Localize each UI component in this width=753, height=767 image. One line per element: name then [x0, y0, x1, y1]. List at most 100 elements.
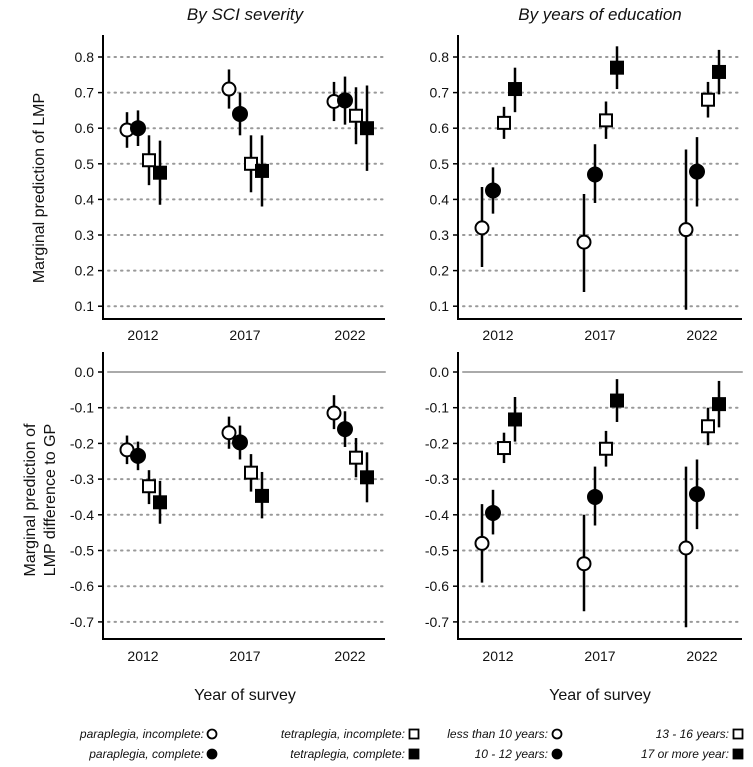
point-open-square [142, 479, 156, 494]
point-open-square [349, 108, 363, 123]
legend-label: paraplegia, incomplete: [79, 727, 204, 741]
legend-label: paraplegia, complete: [88, 747, 204, 761]
point-filled-square [712, 64, 726, 79]
point-filled-circle [485, 182, 501, 199]
point-open-circle [678, 222, 694, 238]
panel-top-right: 0.1 0.2 0.3 0.4 0.5 0.6 0.7 0.8 2012 2017 2022 [430, 35, 743, 343]
x-tick-label: 2012 [127, 327, 158, 343]
x-tick-label: 2012 [127, 648, 158, 664]
point-open-square [497, 441, 511, 456]
y-tick-label: 0.6 [75, 120, 95, 136]
y-tick-label: -0.4 [425, 507, 449, 523]
y-tick-label: 0.1 [430, 298, 450, 314]
point-filled-square [153, 495, 167, 510]
point-filled-circle [337, 421, 353, 438]
y-tick-label: -0.2 [70, 435, 94, 451]
point-filled-square [153, 165, 167, 180]
point-filled-square [610, 393, 624, 408]
y-tick-label: 0.7 [430, 85, 450, 101]
ylabel-top: Marginal prediction of LMP [31, 93, 48, 283]
x-tick-label: 2012 [482, 327, 513, 343]
x-tick-label: 2022 [334, 648, 365, 664]
point-filled-square [508, 412, 522, 427]
point-filled-circle [130, 120, 146, 137]
legend-marker-open-square [732, 728, 744, 740]
y-tick-label: 0.1 [75, 298, 95, 314]
xlabel-right: Year of survey [549, 687, 651, 704]
point-filled-circle [587, 488, 603, 505]
point-open-square [244, 156, 258, 171]
title-left: By SCI severity [187, 5, 305, 24]
legend-label: 10 - 12 years: [475, 747, 548, 761]
y-tick-label: -0.3 [70, 471, 94, 487]
y-tick-label: -0.7 [425, 614, 449, 630]
x-tick-label: 2017 [229, 327, 260, 343]
point-open-circle [326, 405, 342, 421]
y-tick-label: -0.1 [425, 400, 449, 416]
y-tick-label: -0.5 [70, 543, 94, 559]
title-right: By years of education [518, 5, 681, 24]
point-open-circle [576, 234, 592, 250]
y-tick-label: 0.3 [75, 227, 95, 243]
point-open-square [599, 113, 613, 128]
point-filled-square [712, 397, 726, 412]
point-open-circle [678, 540, 694, 556]
panel-bottom-left: 0.0 -0.1 -0.2 -0.3 -0.4 -0.5 -0.6 -0.7 2012 2017 2… [70, 352, 386, 664]
point-open-circle [474, 220, 490, 236]
point-filled-circle [130, 447, 146, 464]
y-tick-label: 0.0 [75, 364, 95, 380]
axes [102, 352, 385, 640]
point-open-square [701, 419, 715, 434]
x-tick-label: 2017 [584, 648, 615, 664]
y-tick-label: -0.6 [425, 578, 449, 594]
point-filled-circle [337, 92, 353, 109]
point-filled-circle [485, 505, 501, 522]
x-tick-label: 2017 [229, 648, 260, 664]
y-tick-label: 0.8 [430, 49, 450, 65]
y-tick-label: 0.8 [75, 49, 95, 65]
legend-label: 13 - 16 years: [656, 727, 729, 741]
point-open-square [142, 153, 156, 168]
x-tick-label: 2022 [686, 648, 717, 664]
x-tick-label: 2012 [482, 648, 513, 664]
y-tick-label: -0.2 [425, 435, 449, 451]
point-open-circle [221, 81, 237, 97]
y-tick-label: 0.5 [430, 156, 450, 172]
point-filled-circle [232, 434, 248, 451]
legend-label: tetraplegia, incomplete: [281, 727, 405, 741]
axes [457, 352, 742, 640]
y-tick-label: 0.4 [430, 191, 450, 207]
legend-marker-filled-square [732, 748, 744, 760]
y-tick-label: 0.4 [75, 191, 95, 207]
ylabel-bottom: Marginal prediction of LMP difference to … [22, 423, 59, 577]
y-tick-label: 0.0 [430, 364, 450, 380]
legend-label: tetraplegia, complete: [290, 747, 405, 761]
y-tick-label: 0.3 [430, 227, 450, 243]
x-tick-label: 2022 [686, 327, 717, 343]
legend-marker-filled-square [408, 748, 420, 760]
y-tick-label: -0.4 [70, 507, 94, 523]
axes [457, 35, 742, 320]
xlabel-left: Year of survey [194, 687, 296, 704]
x-tick-label: 2022 [334, 327, 365, 343]
legend-marker-open-circle [206, 728, 218, 740]
y-tick-label: 0.6 [430, 120, 450, 136]
y-tick-label: -0.3 [425, 471, 449, 487]
panel-bottom-right: 0.0 -0.1 -0.2 -0.3 -0.4 -0.5 -0.6 -0.7 2012 2017 2… [425, 352, 743, 664]
legend-marker-open-square [408, 728, 420, 740]
y-tick-label: -0.7 [70, 614, 94, 630]
y-tick-label: -0.6 [70, 578, 94, 594]
point-filled-square [508, 82, 522, 97]
y-tick-label: 0.2 [430, 263, 450, 279]
legend-label: 17 or more year: [641, 747, 729, 761]
y-tick-label: -0.5 [425, 543, 449, 559]
point-open-circle [221, 425, 237, 441]
panel-top-left: 0.1 0.2 0.3 0.4 0.5 0.6 0.7 0.8 2012 2017 2022 [75, 35, 386, 343]
legends: paraplegia, incomplete: paraplegia, compl… [79, 727, 744, 761]
point-filled-circle [232, 105, 248, 122]
point-open-square [497, 115, 511, 130]
x-tick-label: 2017 [584, 327, 615, 343]
point-open-circle [576, 556, 592, 572]
point-filled-circle [689, 486, 705, 503]
